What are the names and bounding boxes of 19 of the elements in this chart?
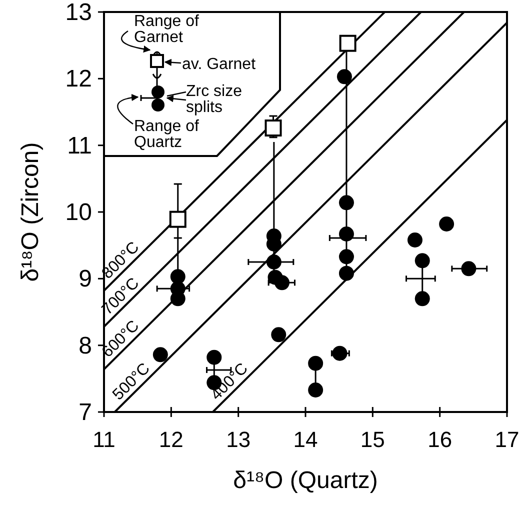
y-tick-label: 10 — [65, 199, 92, 226]
x-axis-title: δ¹⁸O (Quartz) — [233, 467, 378, 494]
annotation: Range of Quartz — [134, 118, 200, 151]
annotation: av. Garnet — [182, 56, 256, 73]
x-tick-label: 14 — [293, 427, 318, 452]
y-tick-label: 8 — [78, 332, 92, 360]
x-tick-label: 12 — [158, 427, 184, 452]
x-tick-label: 13 — [226, 427, 251, 452]
annotation: Range of Garnet — [134, 13, 200, 46]
annotation: Zrc size splits — [186, 83, 242, 116]
y-tick-label: 11 — [67, 132, 92, 160]
y-tick-label: 9 — [78, 266, 92, 293]
y-tick-label: 12 — [65, 66, 92, 93]
y-tick-label: 13 — [65, 0, 92, 26]
x-tick-label: 16 — [428, 427, 452, 452]
y-axis-title: δ¹⁸O (Zircon) — [17, 142, 44, 282]
x-tick-label: 17 — [494, 427, 520, 452]
x-tick-label: 15 — [360, 427, 385, 452]
y-tick-label: 7 — [78, 399, 92, 426]
